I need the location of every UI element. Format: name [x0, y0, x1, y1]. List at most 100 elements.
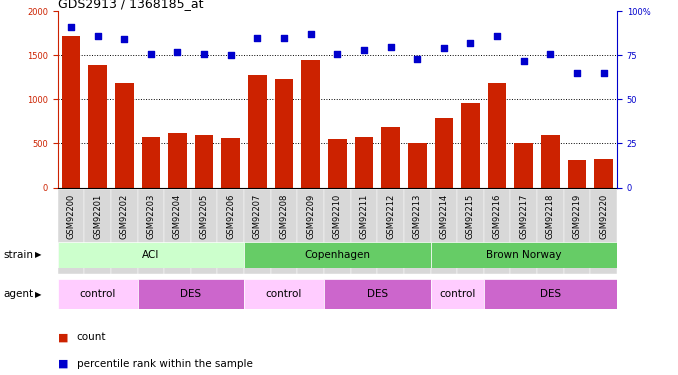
Point — [225, 53, 236, 58]
Bar — [324, 189, 351, 274]
Bar — [595, 159, 613, 188]
Bar — [115, 82, 134, 188]
Bar — [244, 279, 324, 309]
Bar — [567, 160, 586, 188]
Bar — [381, 127, 400, 188]
Text: Brown Norway: Brown Norway — [486, 250, 561, 260]
Text: ACI: ACI — [142, 250, 159, 260]
Text: strain: strain — [3, 250, 33, 260]
Bar — [191, 189, 218, 274]
Point — [252, 35, 263, 41]
Bar — [164, 189, 191, 274]
Bar — [408, 142, 426, 188]
Point — [332, 51, 343, 57]
Bar — [461, 103, 480, 188]
Bar — [195, 135, 214, 188]
Bar — [111, 189, 138, 274]
Bar — [218, 189, 244, 274]
Bar — [431, 242, 617, 268]
Point — [199, 51, 210, 57]
Bar — [515, 144, 533, 188]
Bar — [487, 82, 506, 188]
Text: GSM92216: GSM92216 — [493, 194, 502, 239]
Bar — [168, 133, 187, 188]
Text: GSM92200: GSM92200 — [66, 194, 75, 239]
Text: percentile rank within the sample: percentile rank within the sample — [77, 359, 252, 369]
Point — [412, 56, 422, 62]
Bar — [541, 135, 560, 188]
Bar — [431, 189, 457, 274]
Point — [66, 24, 77, 30]
Bar — [537, 189, 563, 274]
Bar — [142, 137, 160, 188]
Bar — [88, 65, 107, 188]
Point — [439, 45, 450, 51]
Bar — [431, 279, 484, 309]
Text: GSM92217: GSM92217 — [519, 194, 528, 239]
Text: ■: ■ — [58, 333, 68, 342]
Text: GSM92203: GSM92203 — [146, 194, 155, 239]
Bar — [324, 279, 431, 309]
Bar — [62, 36, 80, 188]
Point — [492, 33, 502, 39]
Point — [359, 47, 370, 53]
Point — [146, 51, 157, 57]
Text: GSM92201: GSM92201 — [93, 194, 102, 239]
Point — [385, 44, 396, 50]
Point — [279, 35, 290, 41]
Text: GSM92219: GSM92219 — [572, 194, 582, 239]
Text: GSM92205: GSM92205 — [199, 194, 209, 239]
Bar — [377, 189, 404, 274]
Bar — [271, 189, 298, 274]
Bar — [138, 189, 164, 274]
Bar — [138, 279, 244, 309]
Bar — [222, 138, 240, 188]
Bar — [275, 79, 294, 188]
Text: GSM92214: GSM92214 — [439, 194, 448, 239]
Text: GSM92207: GSM92207 — [253, 194, 262, 239]
Text: GSM92206: GSM92206 — [226, 194, 235, 239]
Text: agent: agent — [3, 290, 33, 299]
Text: GSM92209: GSM92209 — [306, 194, 315, 239]
Point — [572, 70, 582, 76]
Text: GDS2913 / 1368185_at: GDS2913 / 1368185_at — [58, 0, 203, 10]
Bar — [244, 189, 271, 274]
Point — [545, 51, 556, 57]
Text: GSM92210: GSM92210 — [333, 194, 342, 239]
Text: GSM92215: GSM92215 — [466, 194, 475, 239]
Bar — [58, 242, 244, 268]
Bar — [435, 118, 453, 188]
Bar — [298, 189, 324, 274]
Bar — [563, 189, 591, 274]
Text: GSM92212: GSM92212 — [386, 194, 395, 239]
Bar — [591, 189, 617, 274]
Text: GSM92220: GSM92220 — [599, 194, 608, 239]
Point — [119, 36, 129, 42]
Text: GSM92211: GSM92211 — [359, 194, 368, 239]
Bar — [248, 75, 266, 188]
Text: ■: ■ — [58, 359, 68, 369]
Text: GSM92204: GSM92204 — [173, 194, 182, 239]
Point — [92, 33, 103, 39]
Bar — [355, 137, 374, 188]
Text: DES: DES — [367, 290, 388, 299]
Bar — [511, 189, 537, 274]
Bar — [328, 139, 346, 188]
Bar — [244, 242, 431, 268]
Bar — [58, 189, 84, 274]
Point — [598, 70, 609, 76]
Text: GSM92218: GSM92218 — [546, 194, 555, 239]
Text: Copenhagen: Copenhagen — [304, 250, 370, 260]
Bar — [457, 189, 484, 274]
Bar — [301, 60, 320, 188]
Point — [465, 40, 476, 46]
Bar — [404, 189, 431, 274]
Point — [172, 49, 183, 55]
Text: GSM92208: GSM92208 — [279, 194, 289, 239]
Point — [305, 31, 316, 37]
Point — [518, 58, 529, 64]
Text: control: control — [79, 290, 116, 299]
Text: DES: DES — [540, 290, 561, 299]
Bar — [484, 189, 511, 274]
Bar — [351, 189, 377, 274]
